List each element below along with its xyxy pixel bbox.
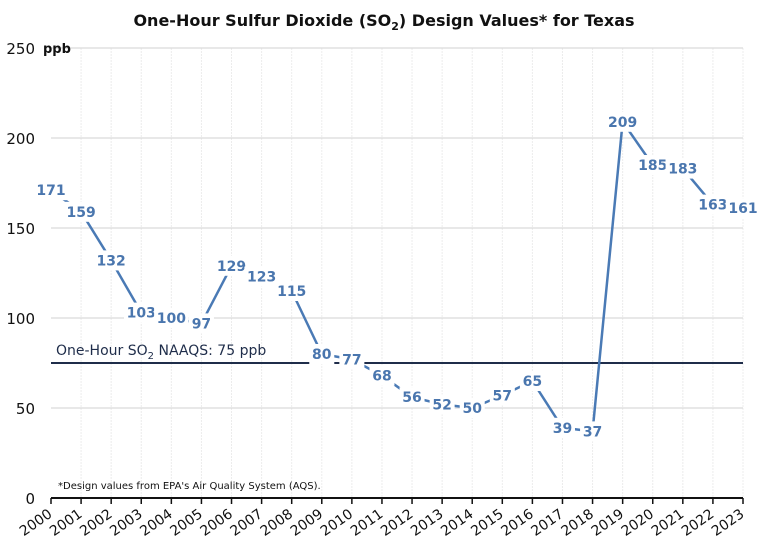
x-tick-label: 2020 <box>619 506 657 540</box>
data-label-background <box>580 421 606 442</box>
y-tick-label: 200 <box>6 130 35 148</box>
y-tick-label: 0 <box>25 490 35 508</box>
data-label: 100 <box>157 311 186 327</box>
data-label-background <box>635 155 670 175</box>
data-label: 183 <box>668 162 697 178</box>
y-axis-unit-label: ppb <box>43 42 71 57</box>
data-label-background <box>459 398 485 418</box>
chart-title: One-Hour Sulfur Dioxide (SO2) Design Val… <box>133 11 634 33</box>
x-tick-label: 2007 <box>228 506 266 540</box>
data-label: 65 <box>523 374 542 390</box>
x-tick-label: 2002 <box>77 506 115 540</box>
data-label: 50 <box>462 401 482 417</box>
x-tick-label: 2004 <box>137 506 175 540</box>
x-tick-label: 2008 <box>258 506 296 540</box>
x-tick-label: 2023 <box>709 506 747 540</box>
data-label: 159 <box>66 205 95 221</box>
data-label-background <box>214 255 249 276</box>
data-label-background <box>695 194 731 215</box>
data-label: 163 <box>698 198 727 214</box>
data-label-background <box>489 385 515 406</box>
data-label: 56 <box>402 390 421 406</box>
footnote: *Design values from EPA's Air Quality Sy… <box>58 481 321 492</box>
data-label: 68 <box>372 369 391 385</box>
naaqs-reference-label: One-Hour SO2 NAAQS: 75 ppb <box>56 343 266 362</box>
data-label-background <box>309 344 335 364</box>
x-tick-label: 2012 <box>378 506 416 540</box>
data-label-background <box>93 250 129 271</box>
x-tick-label: 2016 <box>498 506 536 540</box>
data-label-background <box>188 313 214 334</box>
data-label: 115 <box>277 284 306 300</box>
data-label-background <box>33 180 69 201</box>
x-tick-label: 2015 <box>468 506 506 540</box>
data-label-background <box>369 365 395 386</box>
x-tick-label: 2018 <box>558 506 596 540</box>
data-label: 80 <box>312 347 332 363</box>
data-label-background <box>399 387 425 408</box>
y-tick-label: 100 <box>6 310 35 328</box>
x-tick-label: 2014 <box>438 506 476 540</box>
naaqs-reference: One-Hour SO2 NAAQS: 75 ppb <box>51 343 743 364</box>
x-tick-label: 2003 <box>107 506 145 540</box>
x-tick-label: 2009 <box>288 506 326 540</box>
data-label: 209 <box>608 115 637 131</box>
x-tick-label: 2006 <box>197 506 235 540</box>
data-label: 129 <box>217 259 246 275</box>
data-label: 97 <box>192 316 211 332</box>
x-tick-label: 2010 <box>318 506 356 540</box>
data-label: 185 <box>638 158 667 174</box>
x-axis-ticks: 2000200120022003200420052006200720082009… <box>17 498 747 540</box>
x-tick-label: 2005 <box>167 506 205 540</box>
data-label-background <box>665 158 701 179</box>
y-tick-label: 150 <box>6 220 35 238</box>
data-label: 161 <box>728 201 757 217</box>
data-label-background <box>339 349 365 370</box>
x-tick-label: 2017 <box>528 506 566 540</box>
gridlines <box>51 47 744 498</box>
data-label: 171 <box>36 183 65 199</box>
data-label-background <box>124 302 159 323</box>
y-tick-label: 50 <box>16 400 35 418</box>
data-label-background <box>519 371 545 391</box>
data-label: 57 <box>493 388 512 404</box>
x-tick-label: 2019 <box>589 506 627 540</box>
data-label: 77 <box>342 352 361 368</box>
data-label: 39 <box>553 421 572 437</box>
data-label-background <box>549 417 575 438</box>
y-tick-label: 250 <box>6 40 35 58</box>
data-label: 37 <box>583 424 602 440</box>
data-label-background <box>605 111 640 132</box>
data-label: 52 <box>432 397 451 413</box>
data-label: 123 <box>247 270 276 286</box>
x-tick-label: 2001 <box>47 506 85 540</box>
x-tick-label: 2000 <box>17 506 55 540</box>
data-label-background <box>725 198 761 219</box>
data-label-background <box>154 308 189 328</box>
data-label: 132 <box>97 253 126 269</box>
data-label-background <box>63 201 99 222</box>
data-label: 103 <box>127 306 156 322</box>
x-tick-label: 2013 <box>408 506 446 540</box>
x-tick-label: 2021 <box>649 506 687 540</box>
x-tick-label: 2011 <box>348 506 386 540</box>
x-tick-label: 2022 <box>679 506 717 540</box>
data-label-background <box>274 281 309 301</box>
y-axis-ticks: 0 50 100 150 200 250 <box>6 40 35 508</box>
data-label-background <box>429 394 455 415</box>
data-label-background <box>244 266 279 287</box>
